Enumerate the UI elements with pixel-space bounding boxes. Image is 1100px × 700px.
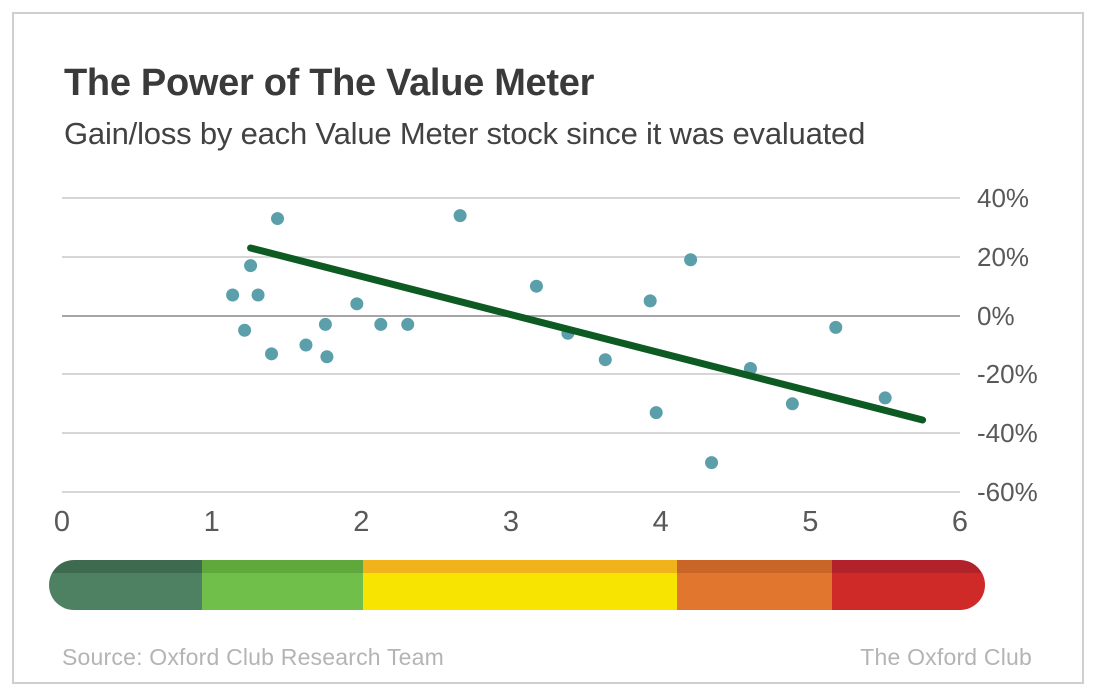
x-axis-label: 5 bbox=[802, 506, 819, 538]
x-axis-label: 0 bbox=[53, 506, 71, 538]
y-axis-label: -20% bbox=[977, 359, 1038, 390]
y-axis-label: 0% bbox=[977, 300, 1015, 331]
scatter-point bbox=[265, 347, 279, 361]
scatter-point bbox=[453, 209, 467, 223]
y-axis-label: -60% bbox=[977, 477, 1038, 507]
chart-canvas: The Power of The Value Meter Gain/loss b… bbox=[12, 12, 1084, 684]
plot-area: 40% 20% 0% -20% -40% -60% 0 1 2 3 4 5 6 bbox=[54, 185, 1038, 537]
page-subtitle: Gain/loss by each Value Meter stock sinc… bbox=[64, 116, 866, 151]
scatter-point bbox=[320, 350, 334, 364]
scatter-point bbox=[829, 320, 843, 334]
y-axis-label: -40% bbox=[977, 418, 1038, 449]
scatter-point bbox=[705, 456, 719, 470]
scatter-point bbox=[374, 317, 388, 331]
meter-segment-dark-green bbox=[49, 560, 203, 610]
scatter-point bbox=[401, 317, 415, 331]
scatter-point bbox=[271, 212, 285, 226]
gridline--60% bbox=[62, 491, 960, 493]
scatter-layer bbox=[226, 209, 927, 470]
scatter-point bbox=[350, 297, 364, 311]
scatter-point bbox=[598, 353, 612, 367]
gridline--40% bbox=[62, 432, 960, 435]
scatter-point bbox=[226, 288, 240, 302]
scatter-point bbox=[299, 338, 313, 352]
meter-segment-green bbox=[202, 560, 364, 610]
source-text: Source: Oxford Club Research Team bbox=[62, 644, 445, 670]
meter-segment-yellow bbox=[363, 560, 678, 610]
trend-line bbox=[247, 244, 927, 424]
scatter-point bbox=[785, 397, 799, 411]
gridline-40% bbox=[62, 197, 960, 199]
gridline-20% bbox=[62, 255, 960, 258]
x-axis-label: 4 bbox=[652, 506, 669, 538]
gridline--20% bbox=[62, 373, 960, 376]
x-axis-label: 1 bbox=[203, 506, 220, 538]
scatter-point bbox=[238, 323, 252, 337]
meter-segment-red bbox=[831, 560, 985, 610]
x-axis-label: 6 bbox=[951, 506, 969, 538]
scatter-point bbox=[649, 406, 663, 420]
scatter-point bbox=[244, 259, 258, 273]
x-axis-label: 2 bbox=[353, 506, 370, 538]
brand-text: The Oxford Club bbox=[860, 644, 1032, 670]
scatter-point bbox=[878, 391, 892, 405]
scatter-point bbox=[684, 253, 698, 267]
scatter-point bbox=[318, 317, 332, 331]
value-meter-bar bbox=[49, 560, 985, 610]
scatter-point bbox=[251, 288, 265, 302]
scatter-point bbox=[643, 294, 657, 308]
y-axis-label: 20% bbox=[977, 241, 1030, 272]
x-axis-label: 3 bbox=[502, 506, 520, 538]
scatter-point bbox=[529, 279, 543, 293]
meter-segment-orange bbox=[677, 560, 832, 610]
y-axis-label: 40% bbox=[977, 183, 1030, 213]
footer: Source: Oxford Club Research Team The Ox… bbox=[62, 644, 1032, 671]
page-title: The Power of The Value Meter bbox=[64, 62, 595, 104]
